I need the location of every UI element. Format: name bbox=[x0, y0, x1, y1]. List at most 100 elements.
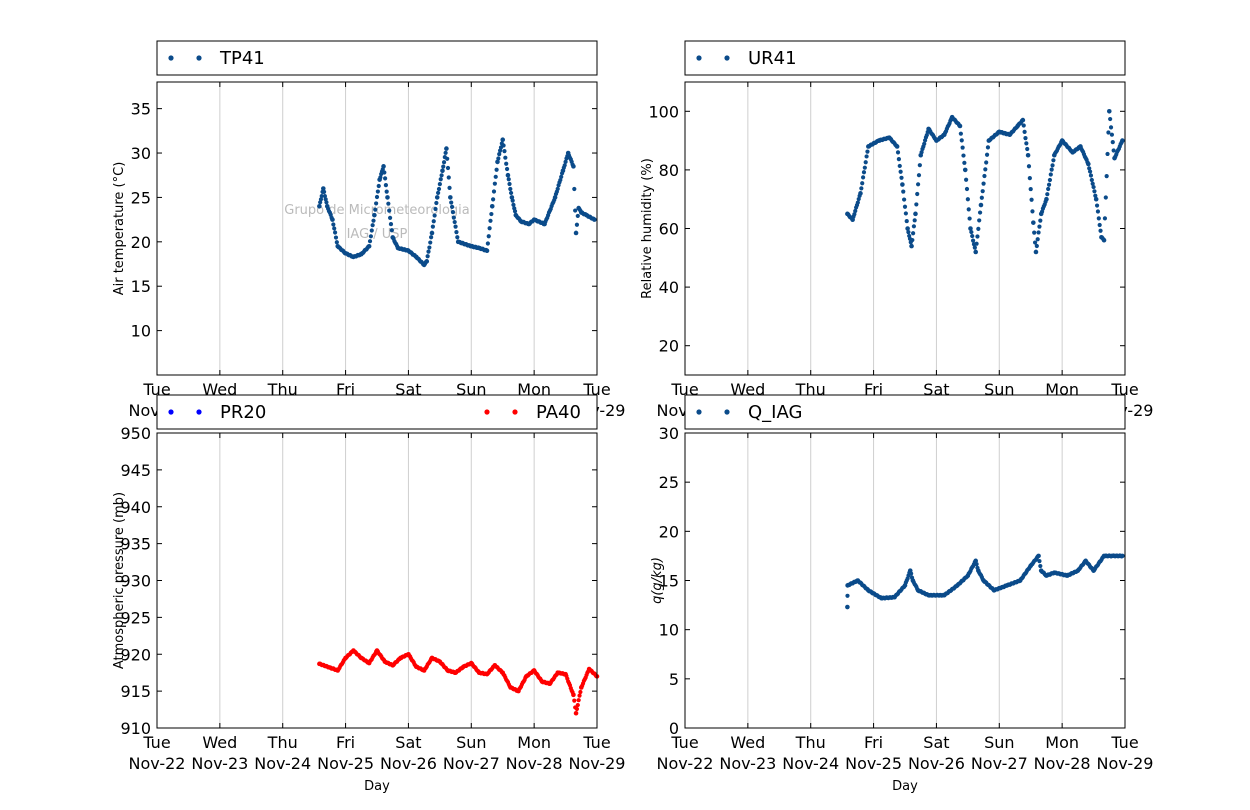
x-tick-date-label: Nov-22 bbox=[657, 754, 714, 773]
panel-2: TueNov-22WedNov-23ThuNov-24FriNov-25SatN… bbox=[640, 40, 1153, 420]
data-point-fill bbox=[510, 198, 515, 203]
data-point-fill bbox=[1032, 240, 1038, 245]
data-point-fill bbox=[1110, 140, 1115, 145]
data-point bbox=[505, 172, 511, 178]
data-point-fill bbox=[506, 177, 511, 182]
data-point-fill bbox=[981, 181, 986, 186]
data-point-fill bbox=[376, 183, 381, 189]
data-point-fill bbox=[1021, 123, 1026, 128]
y-axis-label: q(g/kg) bbox=[650, 557, 665, 604]
data-point-fill bbox=[903, 211, 908, 216]
y-tick-label: 925 bbox=[120, 608, 151, 627]
x-tick-date-label: Nov-25 bbox=[317, 754, 374, 773]
data-point-fill bbox=[374, 194, 380, 200]
data-point-fill bbox=[383, 183, 389, 188]
x-tick-label: Mon bbox=[1045, 380, 1079, 399]
x-tick-label: Fri bbox=[864, 733, 883, 752]
data-point-fill bbox=[1095, 209, 1101, 214]
x-tick-label: Sun bbox=[456, 733, 486, 752]
y-tick-label: 910 bbox=[120, 719, 151, 738]
data-point-fill bbox=[427, 245, 432, 250]
data-point-fill bbox=[453, 224, 458, 229]
data-point-fill bbox=[1098, 228, 1103, 233]
data-point bbox=[1106, 109, 1112, 114]
data-point-fill bbox=[578, 689, 583, 695]
data-point bbox=[1025, 152, 1031, 158]
y-tick-label: 20 bbox=[659, 522, 679, 541]
data-point bbox=[968, 226, 973, 231]
data-point-fill bbox=[965, 197, 970, 202]
data-point-fill bbox=[860, 181, 865, 186]
data-point-fill bbox=[374, 201, 379, 206]
data-point-fill bbox=[443, 150, 448, 155]
data-point-fill bbox=[378, 175, 383, 180]
data-point-fill bbox=[371, 218, 376, 223]
data-point-fill bbox=[485, 241, 490, 246]
data-point bbox=[978, 202, 984, 208]
x-tick-label: Tue bbox=[582, 733, 610, 752]
y-tick-label: 20 bbox=[659, 337, 679, 356]
x-tick-label: Wed bbox=[730, 380, 765, 399]
data-point-fill bbox=[904, 218, 909, 224]
data-point-fill bbox=[1030, 209, 1035, 214]
y-tick-label: 0 bbox=[669, 719, 679, 738]
data-point-fill bbox=[375, 189, 380, 194]
data-point bbox=[424, 259, 430, 264]
data-point-fill bbox=[966, 207, 971, 212]
data-point-fill bbox=[436, 190, 441, 195]
y-tick-label: 80 bbox=[659, 161, 679, 180]
data-point-fill bbox=[370, 223, 375, 228]
x-tick-label: Tue bbox=[670, 380, 698, 399]
y-tick-label: 5 bbox=[669, 670, 679, 689]
data-point-fill bbox=[863, 160, 868, 165]
data-point bbox=[372, 212, 377, 218]
data-point-fill bbox=[441, 164, 446, 169]
data-point-fill bbox=[1094, 203, 1100, 208]
data-point bbox=[894, 144, 900, 149]
data-point-fill bbox=[450, 210, 456, 215]
data-point-fill bbox=[1091, 184, 1096, 190]
x-tick-label: Fri bbox=[336, 733, 355, 752]
y-tick-label: 920 bbox=[120, 645, 151, 664]
y-tick-label: 10 bbox=[659, 621, 679, 640]
data-point-fill bbox=[979, 195, 984, 200]
data-point bbox=[1031, 220, 1036, 225]
x-axis-label: Day bbox=[892, 779, 918, 794]
series-PA40 bbox=[317, 648, 600, 716]
y-tick-label: 15 bbox=[659, 572, 679, 591]
data-point-fill bbox=[865, 149, 870, 154]
data-point-fill bbox=[1111, 148, 1116, 153]
data-point-fill bbox=[1049, 167, 1054, 172]
data-point bbox=[1120, 553, 1125, 559]
data-point-fill bbox=[503, 155, 508, 160]
data-point bbox=[1120, 138, 1125, 143]
data-point bbox=[366, 243, 372, 249]
data-point-fill bbox=[439, 173, 444, 178]
data-point-fill bbox=[384, 189, 389, 194]
data-point-fill bbox=[1087, 169, 1093, 174]
data-point bbox=[957, 123, 963, 129]
series-TP41 bbox=[317, 137, 597, 268]
legend-label-PA40: PA40 bbox=[536, 402, 581, 423]
x-tick-label: Sun bbox=[456, 380, 486, 399]
y-tick-label: 935 bbox=[120, 535, 151, 554]
data-point-fill bbox=[1089, 177, 1094, 183]
x-tick-label: Thu bbox=[795, 733, 826, 752]
y-tick-label: 25 bbox=[131, 188, 151, 207]
data-point-fill bbox=[452, 219, 457, 225]
data-point-fill bbox=[508, 186, 513, 192]
data-point-fill bbox=[430, 224, 435, 229]
panel-4: Tue Nov-22 Wed Nov-23 Thu Nov-24 Fri Nov-25 Sat N… bbox=[650, 394, 1153, 794]
data-point-fill bbox=[511, 202, 516, 207]
axes-frame bbox=[684, 81, 1126, 376]
data-point-fill bbox=[916, 173, 922, 178]
data-point-fill bbox=[512, 209, 518, 214]
data-point bbox=[1020, 117, 1026, 123]
data-point-fill bbox=[369, 228, 374, 233]
data-point-fill bbox=[859, 186, 864, 191]
data-point-fill bbox=[574, 222, 580, 227]
legend: UR41 bbox=[684, 40, 1126, 76]
data-point-fill bbox=[454, 230, 459, 235]
data-point-fill bbox=[1088, 173, 1094, 178]
data-point bbox=[1101, 237, 1107, 243]
